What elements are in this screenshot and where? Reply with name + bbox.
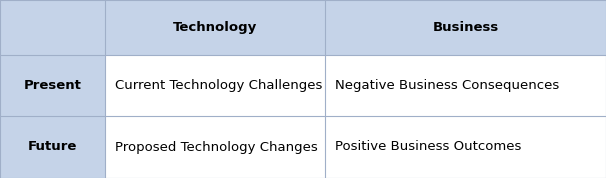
Text: Positive Business Outcomes: Positive Business Outcomes <box>335 140 521 153</box>
Bar <box>105 116 325 178</box>
Bar <box>325 55 606 116</box>
Text: Negative Business Consequences: Negative Business Consequences <box>335 79 559 92</box>
Text: Current Technology Challenges: Current Technology Challenges <box>115 79 322 92</box>
Bar <box>325 116 606 178</box>
Bar <box>325 0 606 55</box>
Bar <box>0 55 105 116</box>
Bar <box>0 0 105 55</box>
Bar <box>105 0 325 55</box>
Text: Future: Future <box>28 140 77 153</box>
Text: Business: Business <box>432 21 499 34</box>
Text: Present: Present <box>24 79 81 92</box>
Text: Proposed Technology Changes: Proposed Technology Changes <box>115 140 318 153</box>
Bar <box>0 116 105 178</box>
Bar <box>105 55 325 116</box>
Text: Technology: Technology <box>173 21 257 34</box>
